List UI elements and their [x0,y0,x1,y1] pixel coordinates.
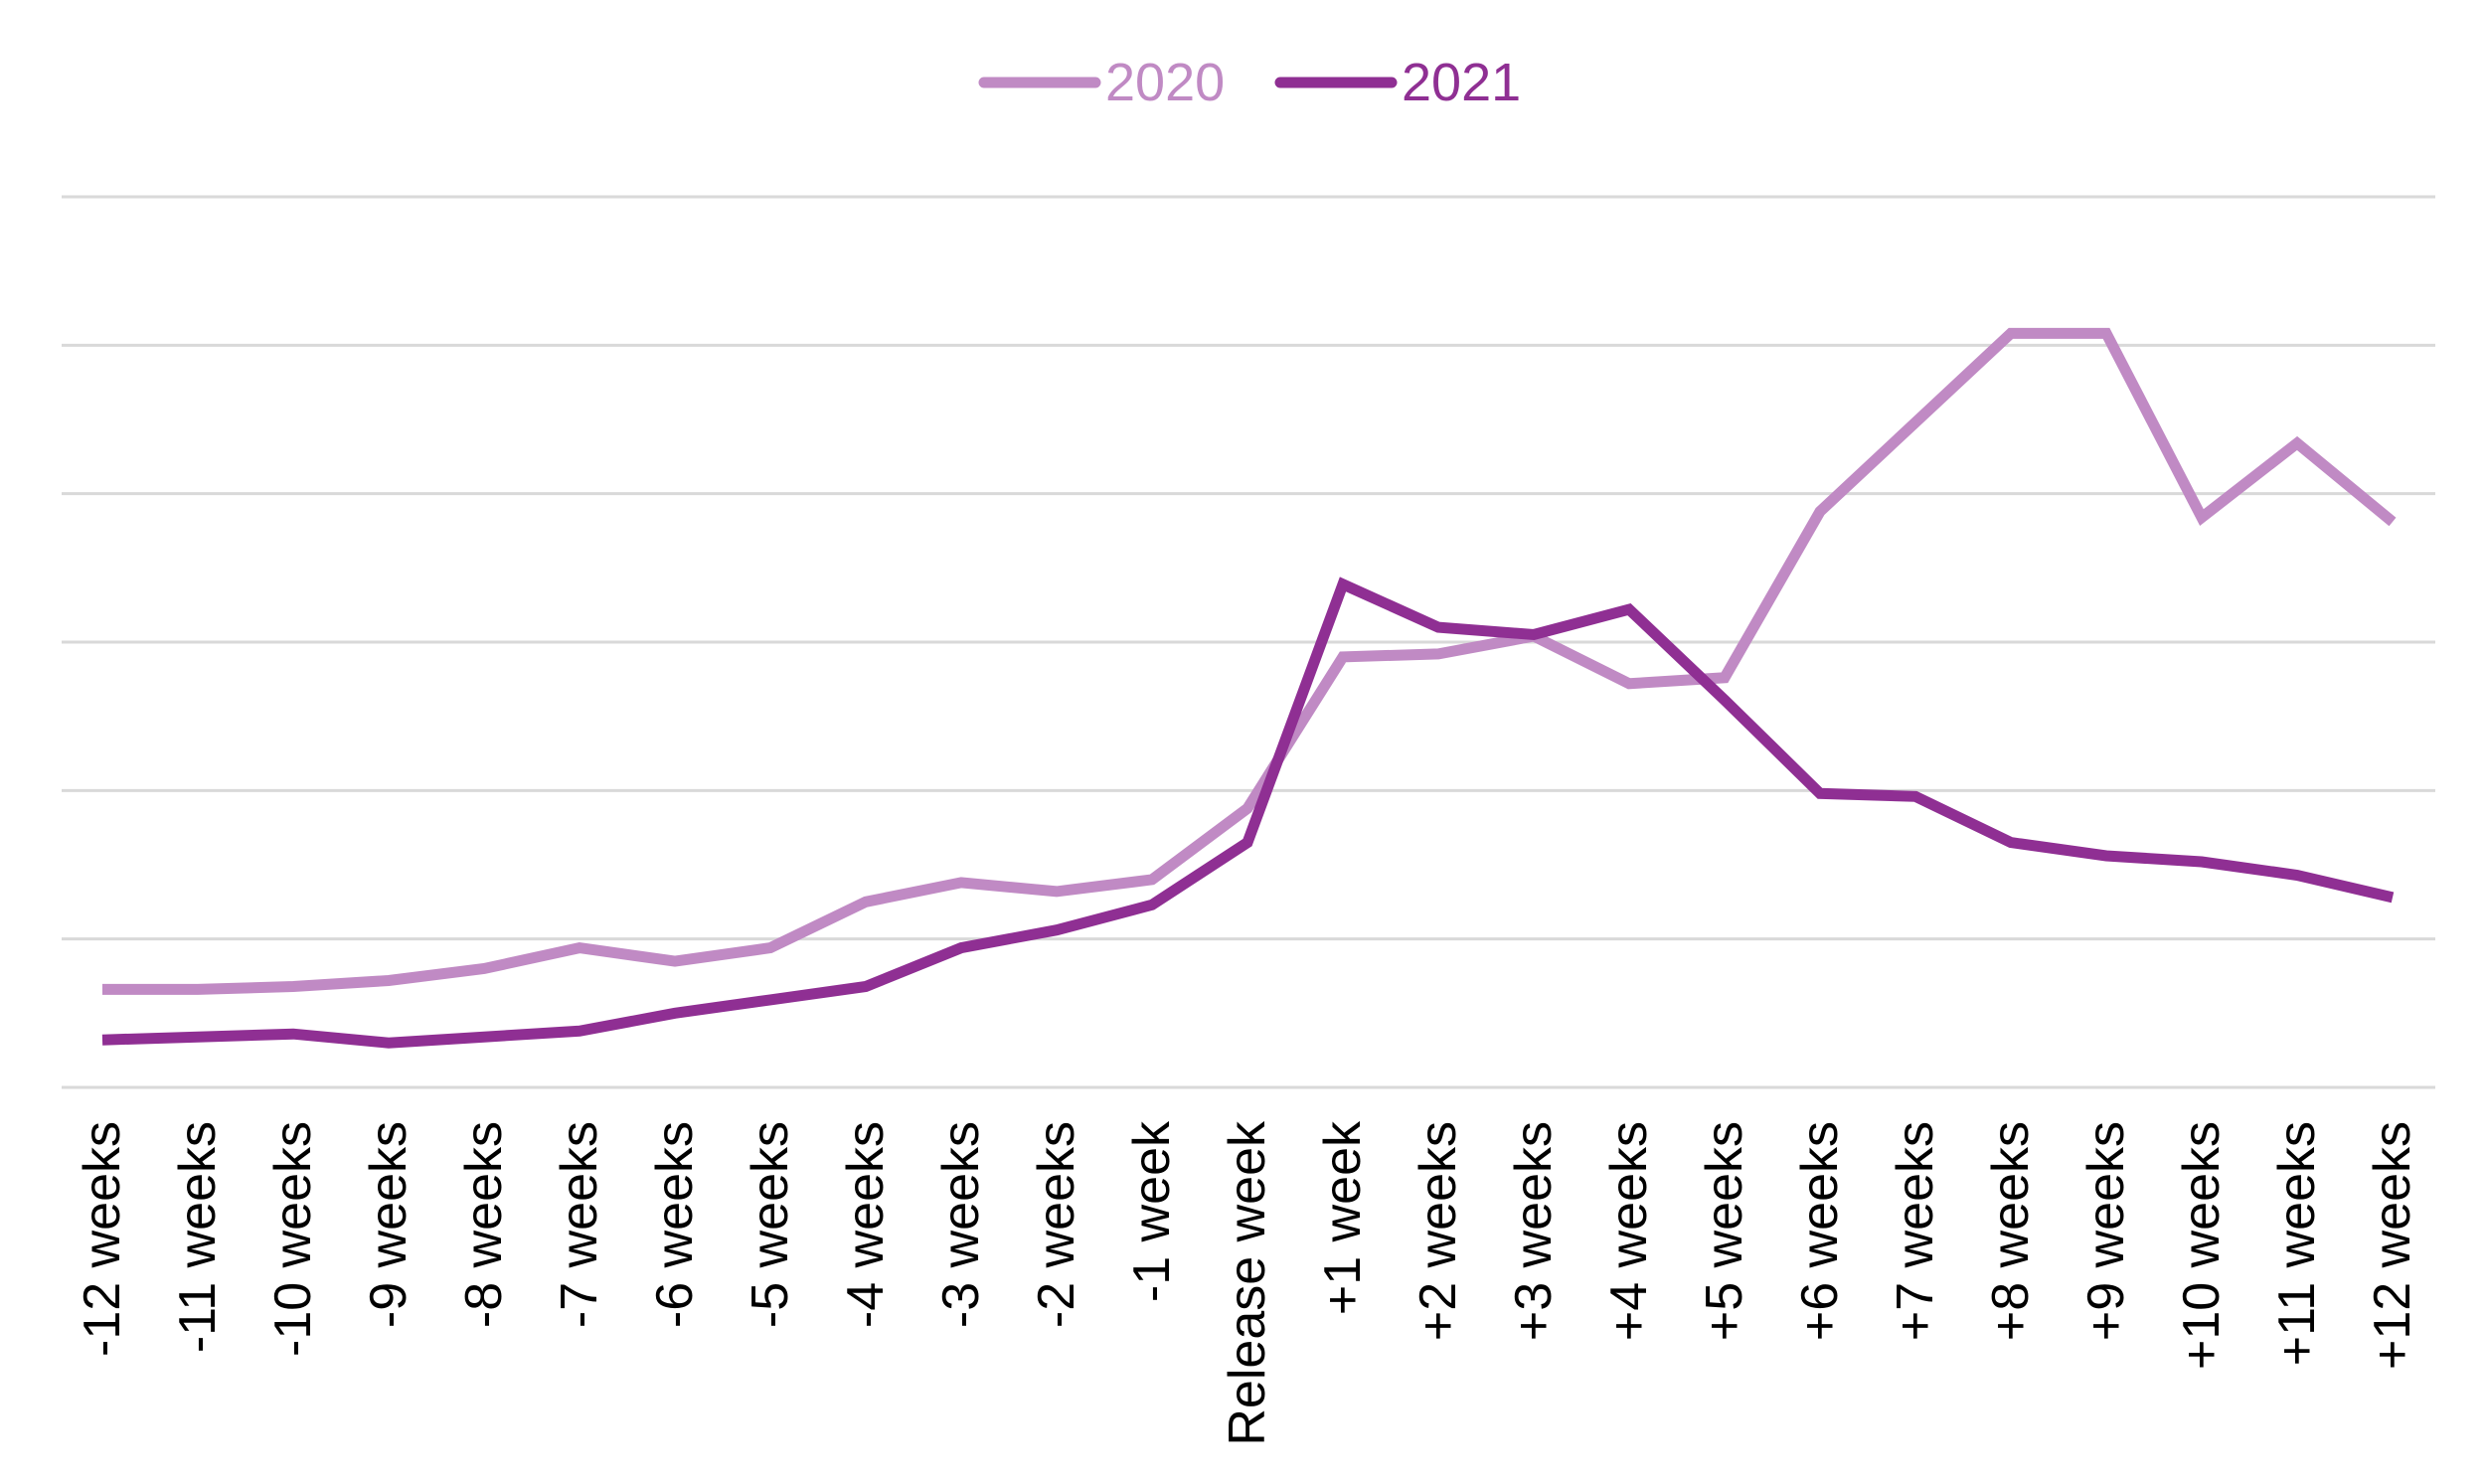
x-tick-label: +7 weeks [1887,1121,1944,1341]
x-tick-label: -12 weeks [74,1121,131,1357]
legend: 2020 2021 [978,53,1521,112]
series-line-2020 [102,327,2397,995]
x-tick-label: +4 weeks [1600,1121,1658,1341]
x-tick-label: +11 weeks [2268,1121,2326,1366]
gridlines [62,195,2435,1089]
x-tick-label: +9 weeks [2077,1121,2135,1341]
x-tick-label: +8 weeks [1982,1121,2040,1341]
x-tick-label: +5 weeks [1696,1121,1753,1341]
series-lines [101,327,2397,1049]
x-tick-label: -7 weeks [551,1121,608,1328]
x-tick-label: +2 weeks [1409,1121,1467,1341]
x-tick-label: +10 weeks [2173,1121,2231,1370]
x-tick-label: -10 weeks [264,1121,322,1357]
x-tick-label: +3 weeks [1505,1121,1563,1341]
legend-label-2021: 2021 [1402,53,1521,112]
x-tick-label: -8 weeks [455,1121,513,1328]
x-tick-label: -11 weeks [169,1121,227,1353]
x-tick-label: Release week [1219,1120,1276,1446]
x-tick-label: -4 weeks [837,1121,895,1328]
x-tick-label: +1 week [1314,1120,1372,1315]
x-tick-label: -9 weeks [360,1121,417,1328]
x-tick-label: +6 weeks [1791,1121,1849,1341]
x-axis-tick-labels: -12 weeks -11 weeks -10 weeks -9 weeks -8 we… [74,1120,2421,1446]
legend-label-2020: 2020 [1105,53,1225,112]
x-tick-label: -6 weeks [646,1121,704,1328]
x-tick-label: +12 weeks [2364,1121,2421,1370]
series-line-2021 [101,577,2395,1049]
x-tick-label: -3 weeks [932,1121,990,1328]
x-tick-label: -5 weeks [742,1121,799,1328]
x-tick-label: -1 week [1123,1120,1181,1302]
x-tick-label: -2 weeks [1028,1121,1085,1328]
